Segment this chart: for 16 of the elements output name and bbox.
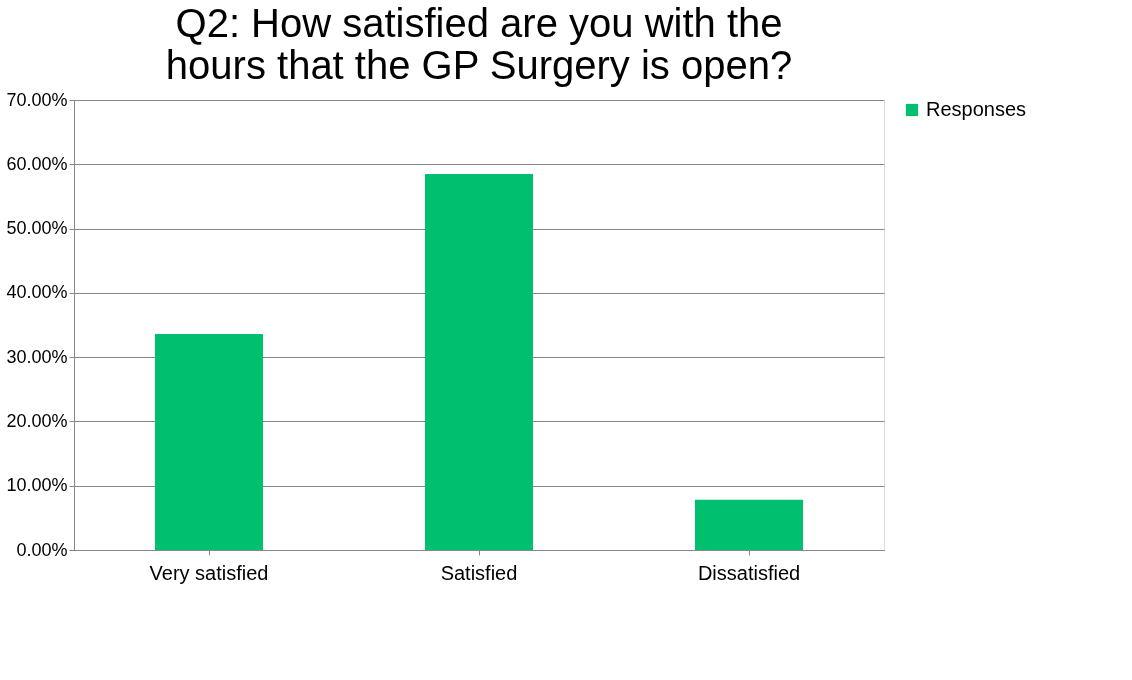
y-tick-label: 20.00% — [6, 410, 68, 431]
chart-title: Q2: How satisfied are you with the hours that the GP Surgery is open? — [165, 1, 793, 87]
x-tick-label: Satisfied — [440, 561, 518, 584]
y-tick-label: 10.00% — [6, 475, 68, 496]
y-tick-label: 40.00% — [6, 282, 68, 303]
y-tick-label: 0.00% — [16, 539, 68, 560]
bar — [155, 334, 263, 550]
x-tick-label: Very satisfied — [149, 561, 269, 584]
y-tick-label: 50.00% — [6, 218, 68, 239]
bar — [695, 499, 803, 550]
y-tick-label: 70.00% — [6, 89, 68, 110]
bar — [425, 173, 533, 550]
x-tick-label: Dissatisfied — [697, 561, 801, 584]
y-tick-label: 30.00% — [6, 346, 68, 367]
y-tick-label: 60.00% — [6, 153, 68, 174]
legend-label: Responses — [926, 98, 1027, 120]
